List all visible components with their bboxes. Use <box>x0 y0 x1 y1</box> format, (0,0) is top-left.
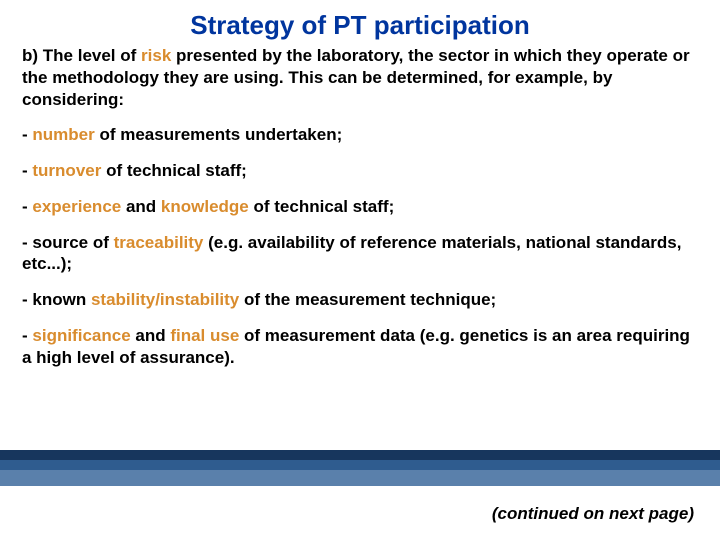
bullet-dash: - <box>22 125 32 144</box>
bullet-keyword: turnover <box>32 161 101 180</box>
intro-risk: risk <box>141 46 171 65</box>
intro-pre: b) The level of <box>22 46 141 65</box>
bullet-3: - experience and knowledge of technical … <box>22 196 698 218</box>
bullet-1: - number of measurements undertaken; <box>22 124 698 146</box>
bullet-keyword: final use <box>170 326 239 345</box>
bullet-rest: of the measurement technique; <box>239 290 496 309</box>
bullet-keyword: number <box>32 125 94 144</box>
bullet-keyword: experience <box>32 197 121 216</box>
bullet-dash: - <box>22 326 32 345</box>
slide-body: b) The level of risk presented by the la… <box>0 45 720 368</box>
bullet-mid: and <box>131 326 171 345</box>
bullet-rest: of technical staff; <box>101 161 246 180</box>
bullet-4: - source of traceability (e.g. availabil… <box>22 232 698 276</box>
footer-bar-3 <box>0 470 720 486</box>
footer-band <box>0 450 720 486</box>
bullet-dash: - <box>22 197 32 216</box>
intro-paragraph: b) The level of risk presented by the la… <box>22 45 698 110</box>
bullet-dash: - <box>22 161 32 180</box>
bullet-keyword: traceability <box>114 233 204 252</box>
continued-note: (continued on next page) <box>492 504 694 524</box>
footer-bar-1 <box>0 450 720 460</box>
bullet-5: - known stability/instability of the mea… <box>22 289 698 311</box>
bullet-rest: of measurements undertaken; <box>95 125 343 144</box>
bullet-keyword: stability/instability <box>91 290 239 309</box>
bullet-2: - turnover of technical staff; <box>22 160 698 182</box>
bullet-dash: - source of <box>22 233 114 252</box>
slide-title: Strategy of PT participation <box>0 0 720 45</box>
bullet-mid: and <box>121 197 161 216</box>
slide: Strategy of PT participation b) The leve… <box>0 0 720 540</box>
bullet-keyword: significance <box>32 326 130 345</box>
bullet-rest: of technical staff; <box>249 197 394 216</box>
bullet-keyword: knowledge <box>161 197 249 216</box>
footer-bar-2 <box>0 460 720 470</box>
bullet-6: - significance and final use of measurem… <box>22 325 698 369</box>
bullet-dash: - known <box>22 290 91 309</box>
